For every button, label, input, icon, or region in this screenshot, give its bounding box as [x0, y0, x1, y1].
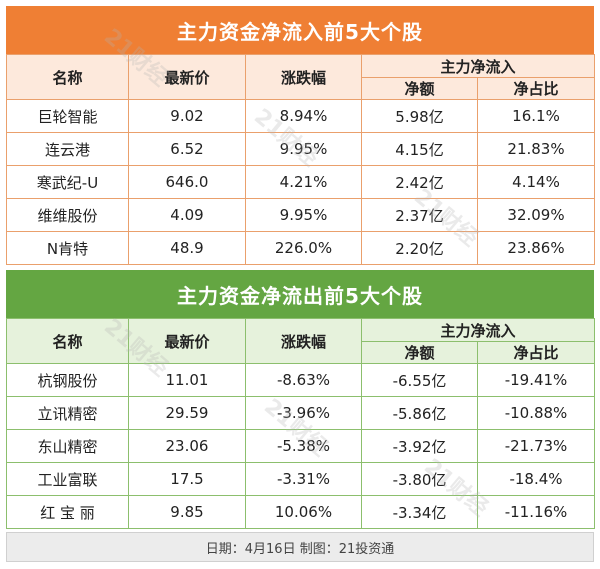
table-row: 立讯精密 29.59 -3.96% -5.86亿 -10.88% [6, 396, 596, 430]
stock-ratio: -18.4% [476, 462, 596, 496]
header-name: 名称 [6, 318, 129, 364]
stock-name: 巨轮智能 [6, 99, 129, 133]
stock-ratio: 16.1% [476, 99, 596, 133]
table-row: 连云港 6.52 9.95% 4.15亿 21.83% [6, 132, 596, 166]
stock-price: 646.0 [128, 165, 246, 199]
table-row: 寒武纪-U 646.0 4.21% 2.42亿 4.14% [6, 165, 596, 199]
outflow-title: 主力资金净流出前5大个股 [6, 270, 594, 318]
header-change: 涨跌幅 [245, 54, 362, 100]
stock-price: 11.01 [128, 363, 246, 397]
outflow-table: 名称 最新价 涨跌幅 主力净流入 净额 净占比 杭钢股份 11.01 -8.63… [6, 318, 596, 529]
stock-change: 10.06% [245, 495, 362, 529]
stock-amount: -5.86亿 [361, 396, 478, 430]
footer-caption: 日期：4月16日 制图：21投资通 [6, 532, 594, 562]
stock-change: -3.31% [245, 462, 362, 496]
stock-price: 4.09 [128, 198, 246, 232]
stock-change: -5.38% [245, 429, 362, 463]
header-change: 涨跌幅 [245, 318, 362, 364]
stock-price: 9.85 [128, 495, 246, 529]
table-row: 工业富联 17.5 -3.31% -3.80亿 -18.4% [6, 462, 596, 496]
stock-ratio: -10.88% [476, 396, 596, 430]
stock-ratio: -19.41% [476, 363, 596, 397]
stock-amount: 2.42亿 [361, 165, 478, 199]
stock-change: 8.94% [245, 99, 362, 133]
stock-price: 6.52 [128, 132, 246, 166]
header-ratio: 净占比 [476, 77, 596, 100]
stock-ratio: 32.09% [476, 198, 596, 232]
stock-price: 23.06 [128, 429, 246, 463]
stock-price: 48.9 [128, 231, 246, 265]
stock-ratio: 4.14% [476, 165, 596, 199]
stock-amount: -3.80亿 [361, 462, 478, 496]
stock-change: -3.96% [245, 396, 362, 430]
stock-name: 工业富联 [6, 462, 129, 496]
stock-amount: -6.55亿 [361, 363, 478, 397]
header-amount: 净额 [361, 77, 478, 100]
stock-name: 维维股份 [6, 198, 129, 232]
stock-change: 9.95% [245, 132, 362, 166]
stock-ratio: 23.86% [476, 231, 596, 265]
stock-name: 连云港 [6, 132, 129, 166]
table-row: 杭钢股份 11.01 -8.63% -6.55亿 -19.41% [6, 363, 596, 397]
stock-amount: 2.20亿 [361, 231, 478, 265]
stock-change: 226.0% [245, 231, 362, 265]
stock-amount: -3.92亿 [361, 429, 478, 463]
stock-change: -8.63% [245, 363, 362, 397]
stock-amount: 4.15亿 [361, 132, 478, 166]
table-row: 东山精密 23.06 -5.38% -3.92亿 -21.73% [6, 429, 596, 463]
inflow-table: 名称 最新价 涨跌幅 主力净流入 净额 净占比 巨轮智能 9.02 8.94% … [6, 54, 596, 265]
stock-amount: -3.34亿 [361, 495, 478, 529]
stock-name: 红 宝 丽 [6, 495, 129, 529]
stock-price: 17.5 [128, 462, 246, 496]
stock-name: 寒武纪-U [6, 165, 129, 199]
table-row: 维维股份 4.09 9.95% 2.37亿 32.09% [6, 198, 596, 232]
stock-price: 29.59 [128, 396, 246, 430]
inflow-title: 主力资金净流入前5大个股 [6, 6, 594, 54]
stock-name: 东山精密 [6, 429, 129, 463]
stock-amount: 2.37亿 [361, 198, 478, 232]
header-main-flow: 主力净流入 [360, 318, 596, 342]
stock-change: 9.95% [245, 198, 362, 232]
table-row: 巨轮智能 9.02 8.94% 5.98亿 16.1% [6, 99, 596, 133]
stock-ratio: 21.83% [476, 132, 596, 166]
table-row: 红 宝 丽 9.85 10.06% -3.34亿 -11.16% [6, 495, 596, 529]
header-ratio: 净占比 [476, 341, 596, 364]
header-price: 最新价 [128, 318, 246, 364]
header-amount: 净额 [361, 341, 478, 364]
header-main-flow: 主力净流入 [360, 54, 596, 78]
header-price: 最新价 [128, 54, 246, 100]
stock-name: 杭钢股份 [6, 363, 129, 397]
stock-name: 立讯精密 [6, 396, 129, 430]
stock-change: 4.21% [245, 165, 362, 199]
stock-ratio: -11.16% [476, 495, 596, 529]
table-row: N肯特 48.9 226.0% 2.20亿 23.86% [6, 231, 596, 265]
stock-ratio: -21.73% [476, 429, 596, 463]
stock-name: N肯特 [6, 231, 129, 265]
header-name: 名称 [6, 54, 129, 100]
stock-price: 9.02 [128, 99, 246, 133]
stock-amount: 5.98亿 [361, 99, 478, 133]
